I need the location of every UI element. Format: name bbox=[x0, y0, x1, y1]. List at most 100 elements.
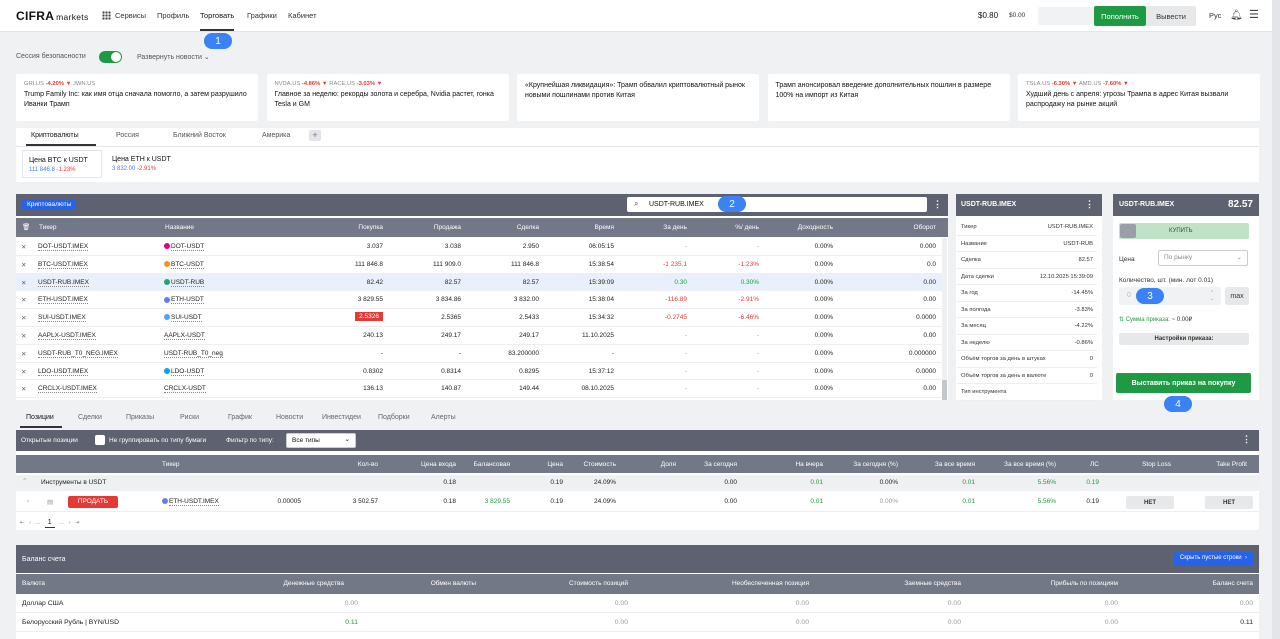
ticker-tag[interactable]: RACE.US -3.03% ▼ bbox=[329, 81, 382, 87]
ticker-tag[interactable]: NVDA.US -4.86% ▼ bbox=[275, 81, 330, 87]
news-text[interactable]: Главное за неделю: рекорды золота и сере… bbox=[274, 91, 494, 108]
buy-sell-toggle[interactable]: КУПИТЬ bbox=[1119, 223, 1249, 239]
watchlist-row[interactable]: ✕ USDT-RUB.IMEX USDT-RUB 82.42 82.57 82.57 15:… bbox=[16, 273, 942, 292]
watchlist-row[interactable]: ✕ CRCLX-USDT.IMEX CRCLX-USDT 136.13 140.87 14… bbox=[16, 380, 942, 399]
remove-icon[interactable]: ✕ bbox=[21, 350, 27, 358]
pos-col[interactable]: Стоимость bbox=[583, 461, 616, 468]
balance-col[interactable]: Стоимость позиций bbox=[568, 580, 628, 587]
ticker-cell[interactable]: ETH-USDT.IMEX bbox=[38, 296, 88, 305]
sell-button[interactable]: ПРОДАТЬ bbox=[68, 496, 118, 508]
search-input[interactable]: ⌕ USDT-RUB.IMEX bbox=[627, 197, 927, 212]
bottom-tab[interactable]: Риски bbox=[180, 414, 200, 421]
bottom-tab[interactable]: Новости bbox=[276, 414, 304, 421]
hide-empty-rows-button[interactable]: Скрыть пустые строки › bbox=[1173, 552, 1253, 566]
bottom-tab[interactable]: Позиции bbox=[26, 414, 54, 421]
col-buy[interactable]: Покупка bbox=[358, 224, 383, 231]
ticker-cell[interactable]: SUI-USDT.IMEX bbox=[38, 314, 86, 323]
balance-col[interactable]: Денежные средства bbox=[283, 580, 344, 587]
expand-news-link[interactable]: Развернуть новости ⌄ bbox=[137, 54, 210, 61]
logo[interactable]: CIFRA markets bbox=[16, 9, 89, 23]
trash-icon[interactable]: 🗑︎ bbox=[22, 224, 31, 231]
pos-col[interactable]: Кол-во bbox=[357, 461, 378, 468]
balance-col[interactable]: Баланс счета bbox=[1212, 580, 1253, 587]
pos-col[interactable]: Цена bbox=[547, 461, 563, 468]
news-card[interactable]: «Крупнейшая ликвидация»: Трамп обвалил к… bbox=[517, 74, 759, 121]
info-more-icon[interactable]: ⋮ bbox=[1085, 199, 1094, 209]
remove-icon[interactable]: ✕ bbox=[21, 261, 27, 269]
col-yield[interactable]: Доходность bbox=[797, 224, 833, 231]
quote-card-btc[interactable]: Цена BTC к USDT 111 846.8 -1.23% bbox=[22, 150, 102, 178]
qty-stepper[interactable]: ⌃ ⌄ bbox=[1210, 290, 1215, 302]
nogroup-checkbox[interactable] bbox=[95, 435, 105, 445]
ticker-tag[interactable]: GRI.US -4.20% ▼ bbox=[24, 81, 73, 87]
max-button[interactable]: max bbox=[1225, 287, 1249, 305]
ticker-cell[interactable]: DOT-USDT.IMEX bbox=[38, 243, 89, 251]
bottom-tab[interactable]: Приказы bbox=[126, 414, 155, 421]
submit-buy-order-button[interactable]: Выставить приказ на покупку bbox=[1116, 373, 1251, 393]
col-time[interactable]: Время bbox=[594, 224, 614, 231]
tab-russia[interactable]: Россия bbox=[116, 132, 139, 139]
remove-icon[interactable]: ✕ bbox=[21, 368, 27, 376]
ticker-tag[interactable]: TSLA.US -6.30% ▼ bbox=[1026, 81, 1079, 87]
nav-trade[interactable]: Торговать bbox=[200, 11, 235, 31]
position-row[interactable]: › ▤ ПРОДАТЬ ETH-USDT.IMEX 0.00005 3 502.57 0.1… bbox=[16, 493, 1259, 512]
position-ticker[interactable]: ETH-USDT.IMEX bbox=[162, 498, 219, 506]
ticker-cell[interactable]: AAPLX-USDT.IMEX bbox=[38, 332, 96, 340]
news-text[interactable]: Trump Family Inc: как имя отца сначала п… bbox=[24, 91, 247, 108]
balance-col[interactable]: Прибыль по позициям bbox=[1050, 580, 1118, 587]
withdraw-button[interactable]: Вывести bbox=[1146, 6, 1196, 26]
take-profit-button[interactable]: НЕТ bbox=[1205, 496, 1253, 509]
ticker-cell[interactable]: BTC-USDT.IMEX bbox=[38, 260, 88, 269]
col-turnover[interactable]: Оборот bbox=[913, 224, 936, 231]
pos-col[interactable]: Доля bbox=[660, 461, 676, 468]
account-selector[interactable] bbox=[1038, 7, 1094, 25]
bell-icon[interactable]: 🔔︎ bbox=[1230, 10, 1243, 21]
ticker-cell[interactable]: LDO-USDT.IMEX bbox=[38, 367, 89, 376]
tab-crypto[interactable]: Криптовалюты bbox=[31, 132, 79, 139]
language-selector[interactable]: Рус bbox=[1209, 11, 1222, 20]
watchlist-tag[interactable]: Криптовалюты bbox=[22, 199, 77, 210]
watchlist-row[interactable]: ✕ LDO-USDT.IMEX LDO-USDT 0.8302 0.8314 0.8295… bbox=[16, 363, 942, 381]
expand-icon[interactable]: › bbox=[27, 498, 30, 505]
watchlist-row[interactable]: ✕ DOT-USDT.IMEX DOT-USDT 3.037 3.038 2.950 06:… bbox=[16, 238, 942, 256]
services-grid-icon[interactable] bbox=[102, 11, 111, 20]
session-toggle[interactable] bbox=[99, 51, 122, 63]
col-day[interactable]: За день bbox=[663, 224, 687, 231]
pos-col[interactable]: Тикер bbox=[162, 461, 180, 468]
deposit-button[interactable]: Пополнить bbox=[1094, 6, 1146, 26]
col-name[interactable]: Название bbox=[165, 224, 195, 231]
col-day-pct[interactable]: %/ день bbox=[735, 224, 759, 231]
balance-col[interactable]: Необеспеченная позиция bbox=[731, 580, 809, 587]
col-sell[interactable]: Продажа bbox=[433, 224, 461, 231]
col-deal[interactable]: Сделка bbox=[516, 224, 539, 231]
pos-col[interactable]: На вчера bbox=[795, 461, 823, 468]
news-text[interactable]: Трамп анонсировал введение дополнительны… bbox=[775, 82, 992, 99]
nav-charts[interactable]: Графики bbox=[247, 11, 277, 20]
remove-icon[interactable]: ✕ bbox=[21, 333, 27, 340]
watchlist-row[interactable]: ✕ USDT-RUB_T0_NEG.IMEX USDT-RUB_T0_neg - - 83… bbox=[16, 345, 942, 363]
watchlist-more-icon[interactable]: ⋮ bbox=[933, 199, 942, 209]
remove-icon[interactable]: ✕ bbox=[21, 244, 27, 251]
pos-col[interactable]: Цена входа bbox=[421, 461, 456, 468]
pos-col[interactable]: За сегодня (%) bbox=[853, 461, 898, 468]
nav-profile[interactable]: Профиль bbox=[157, 11, 190, 20]
balance-col[interactable]: Валюта bbox=[22, 580, 45, 587]
ticker-tag[interactable]: AMD.US -7.60% ▼ bbox=[1079, 81, 1129, 87]
pos-col[interactable]: Take Profit bbox=[1216, 461, 1247, 468]
watchlist-row[interactable]: ✕ BTC-USDT.IMEX BTC-USDT 111 846.8 111 909.0… bbox=[16, 256, 942, 274]
pos-col[interactable]: Балансовая bbox=[473, 461, 510, 468]
balance-col[interactable]: Обмен валюты bbox=[430, 580, 476, 587]
remove-icon[interactable]: ✕ bbox=[21, 279, 27, 287]
ticker-cell[interactable]: CRCLX-USDT.IMEX bbox=[38, 385, 97, 394]
bottom-tab[interactable]: График bbox=[228, 414, 252, 421]
watchlist-row[interactable]: ✕ AAPLX-USDT.IMEX AAPLX-USDT 240.13 249.17 24… bbox=[16, 327, 942, 345]
balance-col[interactable]: Заемные средства bbox=[904, 580, 961, 587]
pos-col[interactable]: За все время (%) bbox=[1004, 461, 1056, 468]
collapse-icon[interactable]: ⌃ bbox=[22, 478, 28, 485]
pagination[interactable]: ⇤ ‹ ... 1 ... › ⇥ bbox=[20, 519, 80, 528]
chart-icon[interactable]: ▤ bbox=[47, 499, 54, 506]
page-scrollbar[interactable] bbox=[1272, 0, 1280, 639]
bottom-tab[interactable]: Подборки bbox=[378, 414, 410, 421]
tab-middle-east[interactable]: Ближний Восток bbox=[173, 132, 226, 139]
ticker-cell[interactable]: USDT-RUB_T0_NEG.IMEX bbox=[38, 349, 118, 358]
